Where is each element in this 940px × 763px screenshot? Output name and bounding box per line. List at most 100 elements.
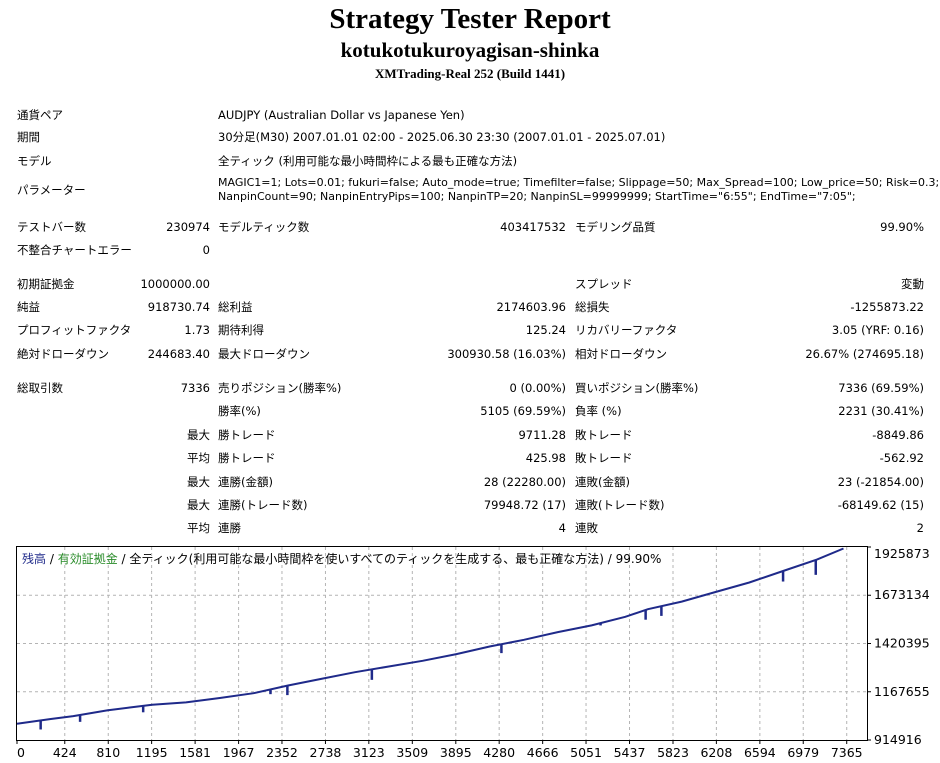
x-tick-label: 424 <box>53 745 77 760</box>
model-label: モデル <box>17 154 52 168</box>
x-tick-label: 1195 <box>136 745 168 760</box>
net-profit-value: 918730.74 <box>147 300 210 314</box>
y-tick-label: 1673134 <box>874 587 930 602</box>
symbol-label: 通貨ペア <box>17 108 63 122</box>
max-consecutive-amount-prefix: 最大 <box>187 475 210 489</box>
average-win-label: 勝トレード <box>218 451 276 465</box>
largest-loss-value: -8849.86 <box>872 428 924 442</box>
x-tick-label: 1967 <box>223 745 255 760</box>
long-positions-value: 7336 (69.59%) <box>838 381 924 395</box>
quality-value: 99.90% <box>880 220 924 234</box>
bars-label: テストバー数 <box>17 220 86 234</box>
period-value: 30分足(M30) 2007.01.01 02:00 - 2025.06.30 … <box>218 130 666 144</box>
x-tick-label: 1581 <box>179 745 211 760</box>
ticks-label: モデルティック数 <box>218 220 310 234</box>
average-consecutive-losses-label: 連敗 <box>575 521 598 535</box>
short-positions-value: 0 (0.00%) <box>509 381 566 395</box>
gross-loss-value: -1255873.22 <box>850 300 924 314</box>
x-tick-label: 3123 <box>353 745 385 760</box>
relative-drawdown-label: 相対ドローダウン <box>575 347 667 361</box>
legend-sep-2: / <box>118 552 130 566</box>
quality-label: モデリング品質 <box>575 220 656 234</box>
balance-chart: 1925873 1673134 1420395 1167655 914916 0 424 8… <box>16 546 930 760</box>
x-tick-label: 3509 <box>396 745 428 760</box>
x-axis-ticks: 0 424 810 1195 1581 1967 2352 2738 3123 3509 3895 4… <box>16 740 863 760</box>
win-rate-label: 勝率(%) <box>218 404 261 418</box>
relative-drawdown-value: 26.67% (274695.18) <box>805 347 924 361</box>
largest-win-label: 勝トレード <box>218 428 276 442</box>
x-tick-label: 5437 <box>614 745 646 760</box>
x-tick-label: 0 <box>17 745 25 760</box>
consecutive-losses-count-value: -68149.62 (15) <box>837 498 924 512</box>
y-tick-label: 1925873 <box>874 546 930 561</box>
expert-name: kotukotukuroyagisan-shinka <box>340 38 600 62</box>
gross-profit-label: 総利益 <box>218 300 253 314</box>
absolute-drawdown-label: 絶対ドローダウン <box>17 347 109 361</box>
x-tick-label: 2352 <box>266 745 298 760</box>
win-rate-value: 5105 (69.59%) <box>480 404 566 418</box>
x-tick-label: 810 <box>96 745 120 760</box>
net-profit-label: 純益 <box>17 300 40 314</box>
legend-model: 全ティック(利用可能な最小時間枠を使いすべてのティックを生成する、最も正確な方法… <box>129 551 661 566</box>
loss-rate-label: 負率 (%) <box>575 404 622 418</box>
bars-value: 230974 <box>166 220 210 234</box>
absolute-drawdown-value: 244683.40 <box>147 347 210 361</box>
consecutive-losses-amount-label: 連敗(金額) <box>575 475 630 489</box>
expected-payoff-label: 期待利得 <box>218 323 264 337</box>
x-tick-label: 2738 <box>310 745 342 760</box>
short-positions-label: 売りポジション(勝率%) <box>218 381 342 395</box>
average-loss-label: 敗トレード <box>575 451 633 465</box>
profit-factor-label: プロフィットファクタ <box>17 323 132 337</box>
y-tick-label: 1167655 <box>874 684 930 699</box>
gross-profit-value: 2174603.96 <box>496 300 566 314</box>
ticks-value: 403417532 <box>500 220 566 234</box>
period-label: 期間 <box>17 130 40 144</box>
x-tick-label: 4666 <box>527 745 559 760</box>
spread-value: 変動 <box>901 277 924 291</box>
consecutive-wins-count-label: 連勝(トレード数) <box>218 498 308 512</box>
average-consecutive-prefix: 平均 <box>187 521 210 535</box>
legend-balance: 残高 <box>22 551 46 566</box>
total-trades-label: 総取引数 <box>17 381 63 395</box>
consecutive-wins-amount-label: 連勝(金額) <box>218 475 273 489</box>
x-tick-label: 3895 <box>440 745 472 760</box>
parameters-line-2: NanpinCount=90; NanpinEntryPips=100; Nan… <box>218 190 856 203</box>
deposit-value: 1000000.00 <box>140 277 210 291</box>
chart-legend: 残高 / 有効証拠金 / 全ティック(利用可能な最小時間枠を使いすべてのティック… <box>22 551 661 566</box>
average-win-value: 425.98 <box>525 451 566 465</box>
expected-payoff-value: 125.24 <box>525 323 566 337</box>
x-tick-label: 5823 <box>657 745 689 760</box>
max-drawdown-value: 300930.58 (16.03%) <box>447 347 566 361</box>
spread-label: スプレッド <box>575 277 633 291</box>
long-positions-label: 買いポジション(勝率%) <box>575 381 699 395</box>
recovery-factor-value: 3.05 (YRF: 0.16) <box>831 323 924 337</box>
y-axis-ticks: 1925873 1673134 1420395 1167655 914916 <box>867 546 930 747</box>
loss-rate-value: 2231 (30.41%) <box>838 404 924 418</box>
x-tick-label: 7365 <box>831 745 863 760</box>
model-value: 全ティック (利用可能な最小時間枠による最も正確な方法) <box>218 154 518 168</box>
consecutive-losses-count-label: 連敗(トレード数) <box>575 498 665 512</box>
x-tick-label: 6208 <box>700 745 732 760</box>
largest-prefix: 最大 <box>187 428 210 442</box>
consecutive-wins-count-value: 79948.72 (17) <box>483 498 566 512</box>
mismatch-value: 0 <box>202 243 210 257</box>
largest-loss-label: 敗トレード <box>575 428 633 442</box>
consecutive-wins-amount-value: 28 (22280.00) <box>483 475 566 489</box>
x-tick-label: 6594 <box>744 745 776 760</box>
max-drawdown-label: 最大ドローダウン <box>218 347 310 361</box>
chart-grid <box>17 547 867 740</box>
server-build: XMTrading-Real 252 (Build 1441) <box>374 66 566 81</box>
max-consecutive-count-prefix: 最大 <box>187 498 210 512</box>
average-loss-value: -562.92 <box>879 451 924 465</box>
average-prefix: 平均 <box>187 451 210 465</box>
report-title: Strategy Tester Report <box>329 3 611 35</box>
legend-equity: 有効証拠金 <box>58 551 118 566</box>
recovery-factor-label: リカバリーファクタ <box>575 323 678 337</box>
total-trades-value: 7336 <box>180 381 210 395</box>
symbol-value: AUDJPY (Australian Dollar vs Japanese Ye… <box>218 108 465 122</box>
balance-line <box>16 547 844 725</box>
average-consecutive-wins-value: 4 <box>558 521 566 535</box>
x-tick-label: 5051 <box>570 745 602 760</box>
x-tick-label: 4280 <box>483 745 515 760</box>
mismatch-label: 不整合チャートエラー <box>17 243 132 257</box>
